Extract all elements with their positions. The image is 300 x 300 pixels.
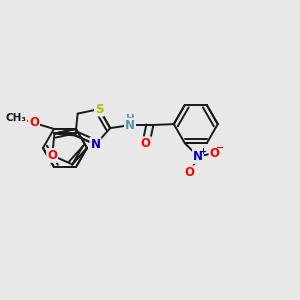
Text: N: N	[193, 150, 203, 163]
Text: S: S	[95, 103, 103, 116]
Text: H: H	[126, 114, 134, 124]
Text: methoxy: methoxy	[9, 117, 15, 118]
Text: O: O	[29, 116, 39, 129]
Text: O: O	[47, 149, 57, 162]
Text: +: +	[200, 147, 206, 156]
Text: N: N	[91, 138, 100, 151]
Text: O: O	[185, 167, 195, 179]
Text: O: O	[141, 137, 151, 150]
Text: CH₃: CH₃	[6, 112, 27, 123]
Text: O: O	[209, 147, 220, 160]
Text: N: N	[125, 118, 135, 132]
Text: −: −	[217, 143, 225, 153]
